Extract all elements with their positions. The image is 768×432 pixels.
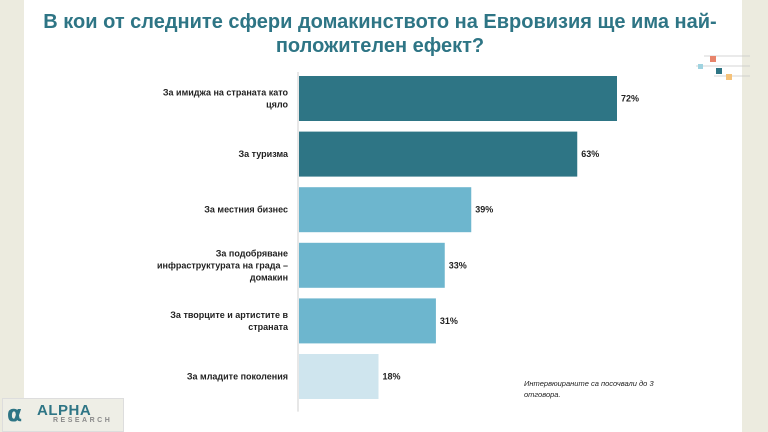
- category-label-5: За младите поколения: [187, 372, 288, 382]
- bar-0: [299, 76, 617, 121]
- logo-sub: RESEARCH: [53, 417, 113, 424]
- category-label-1: За туризма: [239, 149, 289, 159]
- value-label-3: 33%: [449, 260, 467, 270]
- value-label-5: 18%: [383, 372, 401, 382]
- value-label-2: 39%: [475, 205, 493, 215]
- right-decor-band: [742, 0, 768, 432]
- bar-4: [299, 298, 436, 344]
- category-label-2: За местния бизнес: [204, 205, 288, 215]
- value-label-4: 31%: [440, 316, 458, 326]
- chart-title: В кои от следните сфери домакинството на…: [43, 11, 717, 57]
- bar-3: [299, 242, 445, 288]
- value-label-0: 72%: [621, 94, 639, 104]
- category-label-4: За творците и артистите в страната: [170, 310, 289, 332]
- value-label-1: 63%: [581, 149, 599, 159]
- bar-5: [299, 354, 379, 399]
- decorative-squares-icon: [696, 55, 750, 80]
- footnote: Интервюираните са посочвали до 3 отговор…: [524, 379, 654, 399]
- category-label-0: За имиджа на страната като цяло: [163, 88, 289, 110]
- bar-1: [299, 131, 578, 177]
- left-decor-band: [0, 0, 24, 432]
- alpha-research-logo: α ALPHA RESEARCH: [2, 398, 124, 432]
- category-label-3: За подобряване инфраструктурата на града …: [157, 248, 288, 282]
- logo-name: ALPHA: [37, 402, 92, 419]
- bar-2: [299, 187, 472, 233]
- logo-mark-icon: α: [7, 402, 23, 427]
